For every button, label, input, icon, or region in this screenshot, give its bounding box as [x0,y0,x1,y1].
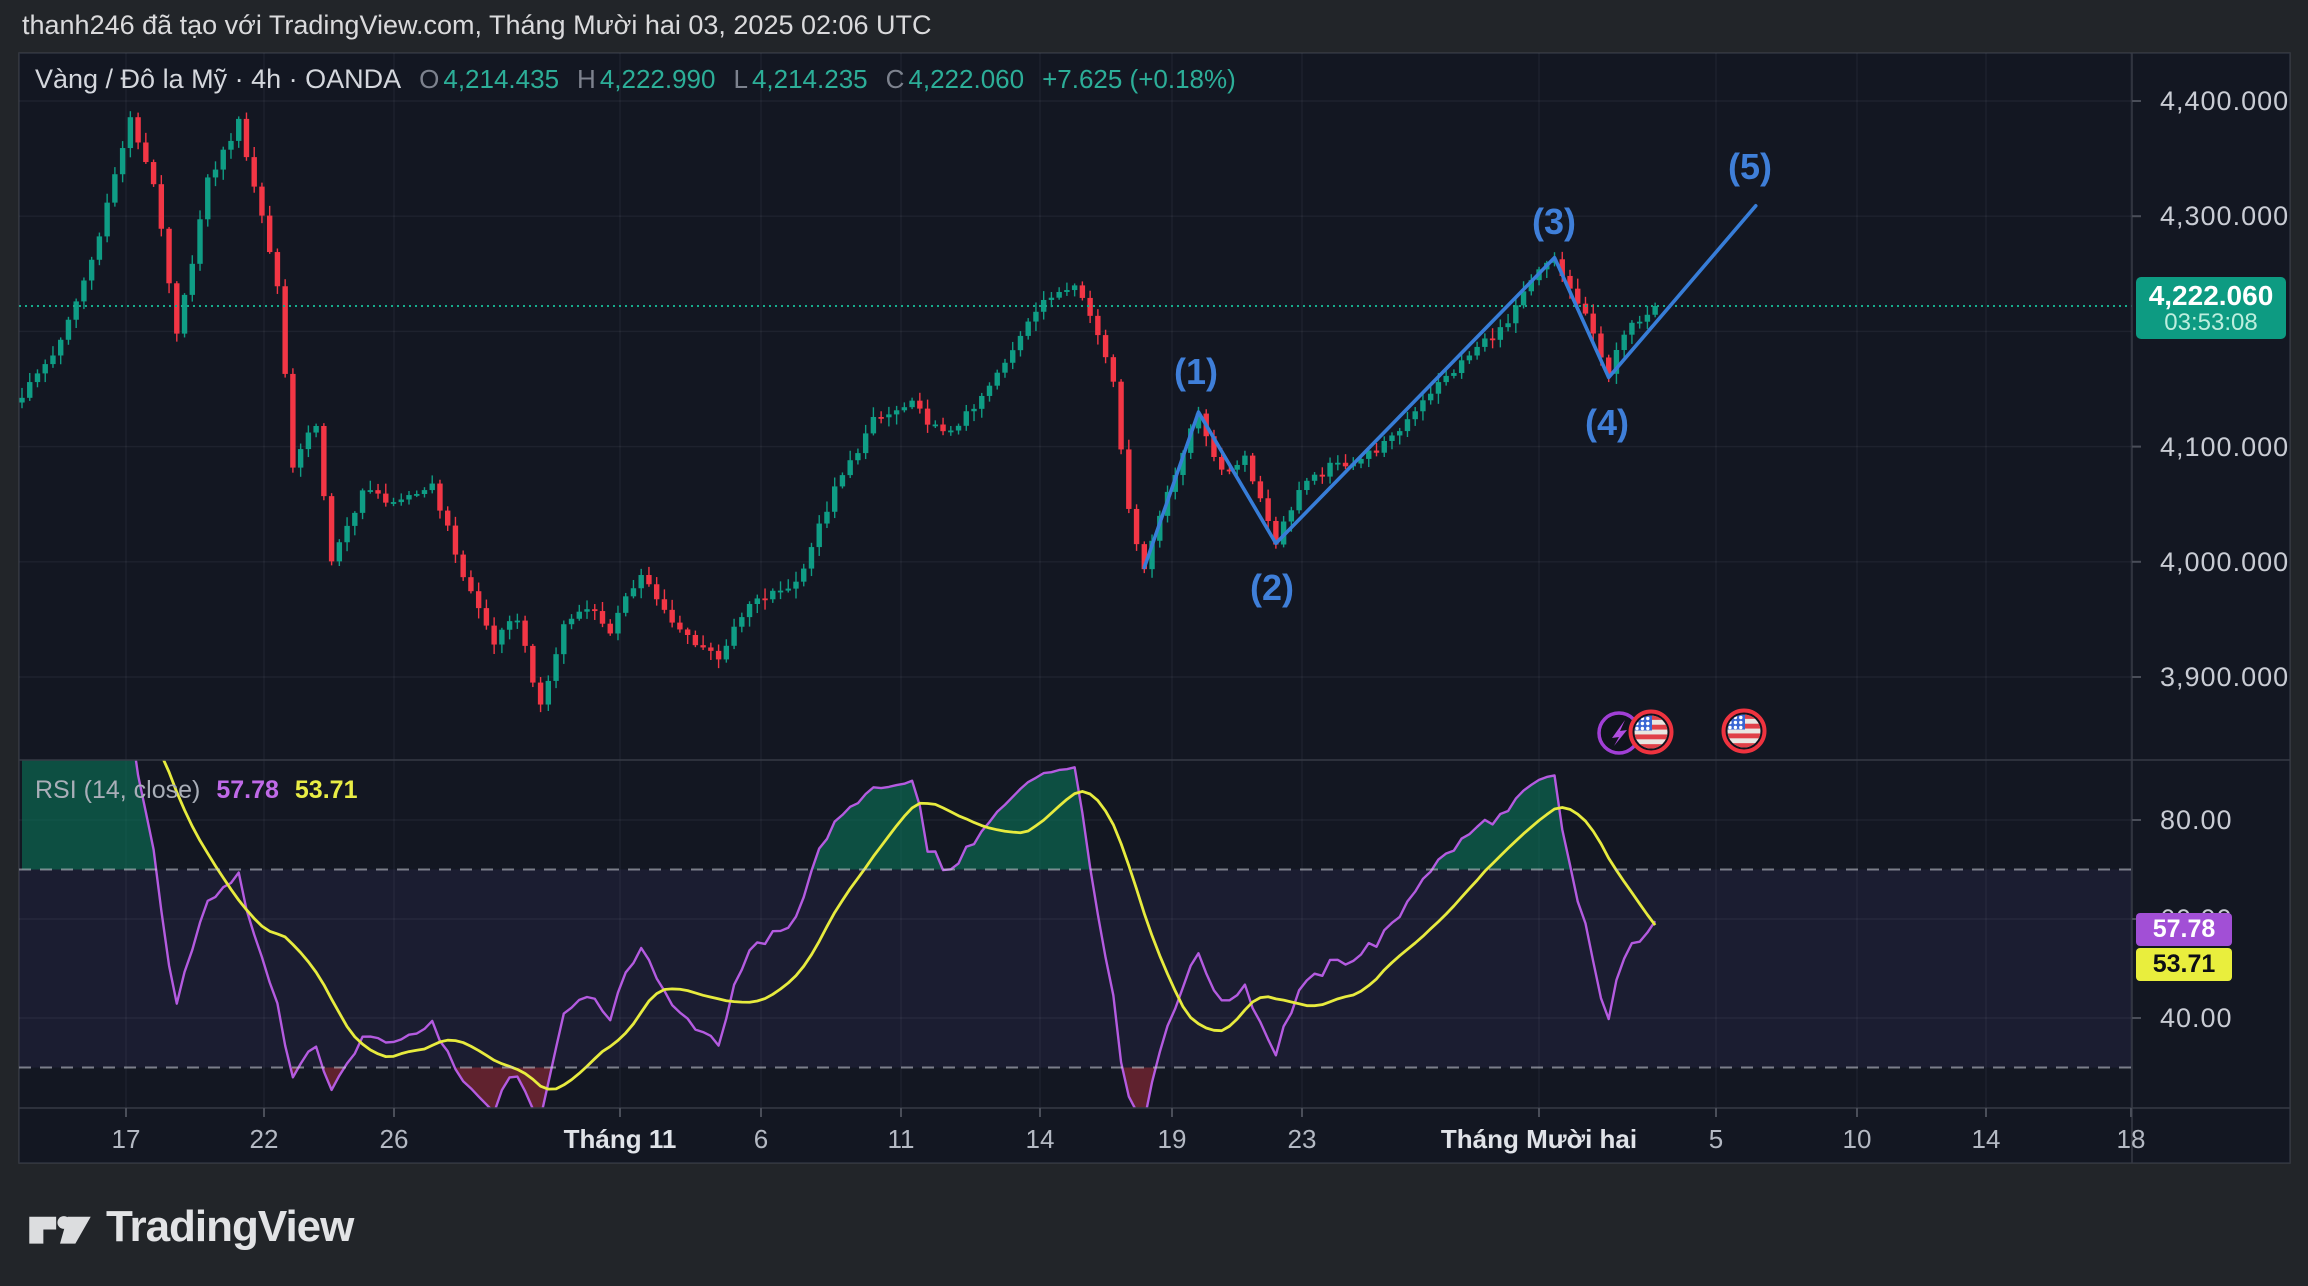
time-axis-label: Tháng Mười hai [1440,1124,1638,1154]
tradingview-logo-text: TradingView [106,1202,354,1251]
elliott-wave-label: (4) [1585,402,1629,443]
change-value: +7.625 (+0.18%) [1042,64,1236,94]
rsi-layer [22,760,1657,1108]
time-axis-label: 26 [379,1124,409,1154]
rsi-title: RSI (14, close) [35,776,201,804]
rsi-ma-badge: 53.71 [2136,948,2232,981]
time-axis-label: 10 [1842,1124,1872,1154]
time-axis-label: 19 [1157,1124,1187,1154]
last-price-badge: 4,222.060 03:53:08 [2136,277,2286,339]
symbol-legend[interactable]: Vàng / Đô la Mỹ · 4h · OANDA O 4,214.435… [35,64,1236,95]
rsi-legend[interactable]: RSI (14, close) 57.78 53.71 [35,776,357,805]
rsi-value: 57.78 [216,776,279,804]
ohlc-high: H 4,222.990 [577,64,716,94]
main-chart-pane[interactable] [19,53,2132,760]
tradingview-branding[interactable]: TradingView [28,1200,354,1254]
price-axis-label: 3,900.000 [2160,662,2290,692]
time-axis-label: 14 [1971,1124,2001,1154]
time-axis-label: 17 [111,1124,141,1154]
rsi-pane[interactable] [19,760,2132,1108]
elliott-wave-label: (2) [1250,567,1294,608]
rsi-value-badge: 57.78 [2136,913,2232,946]
price-axis-label: 4,400.000 [2160,86,2290,116]
price-axis-label: 4,100.000 [2160,431,2290,462]
bar-countdown: 03:53:08 [2164,309,2258,337]
price-axis-label: 4,000.000 [2160,546,2290,577]
ohlc-low: L 4,214.235 [733,64,868,94]
rsi-line [134,760,1657,1108]
time-axis-label: 6 [753,1124,769,1154]
time-axis[interactable] [19,1108,2290,1163]
us-flag-event-icon[interactable] [1628,709,1674,755]
rsi-axis-label: 80.00 [2160,805,2233,835]
price-axis-label: 4,300.000 [2160,201,2290,232]
time-axis-label: 18 [2116,1124,2146,1154]
time-axis-label: 11 [887,1124,915,1154]
candles-layer [19,111,2132,713]
last-price-value: 4,222.060 [2148,279,2274,311]
ohlc-close: C 4,222.060 [885,64,1025,94]
time-axis-label: 22 [249,1124,279,1154]
time-axis-label: 5 [1708,1124,1724,1154]
elliott-wave-label: (3) [1532,201,1576,242]
elliott-wave-label: (1) [1174,351,1218,392]
elliott-wave-line [1142,204,1758,570]
attribution-text: thanh246 đã tạo với TradingView.com, Thá… [22,10,932,40]
price-axis[interactable] [2132,53,2290,1108]
elliott-wave-label: (5) [1728,146,1772,187]
rsi-axis-label: 40.00 [2160,1003,2233,1033]
time-axis-label: 14 [1025,1124,1055,1154]
time-axis-label: Tháng 11 [563,1124,677,1154]
tradingview-logo-icon [29,1216,91,1244]
rsi-ma-value: 53.71 [294,776,358,804]
rsi-ma-line [162,760,1657,1091]
time-axis-label: 23 [1287,1124,1317,1154]
ohlc-open: O 4,214.435 [419,64,560,94]
symbol-title: Vàng / Đô la Mỹ · 4h · OANDA [35,64,402,94]
us-flag-event-icon[interactable] [1721,708,1767,754]
